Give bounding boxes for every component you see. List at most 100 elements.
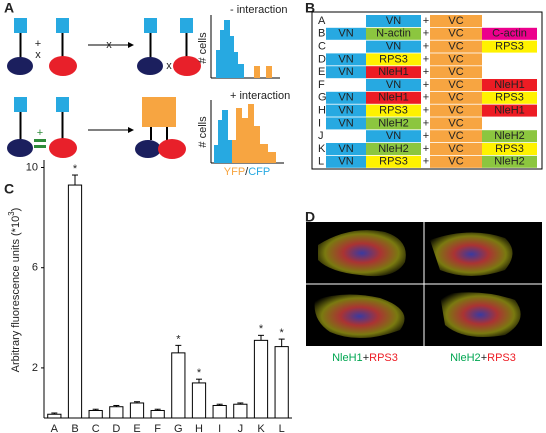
construct-label: NleH2 <box>378 117 409 129</box>
construct-label: VC <box>448 66 463 78</box>
row-label: C <box>318 41 326 53</box>
construct-label: VN <box>338 143 353 155</box>
construct-label: VN <box>338 53 353 65</box>
construct-cell <box>326 91 366 104</box>
plus-sign: + <box>423 117 429 129</box>
plus-sign: + <box>423 105 429 117</box>
panel-label: C <box>4 181 14 197</box>
construct-label: NleH2 <box>378 143 409 155</box>
construct-cell <box>366 143 421 155</box>
construct-cell <box>326 155 366 168</box>
row-label: A <box>318 15 326 27</box>
bar <box>129 402 145 419</box>
micrographs <box>306 222 542 346</box>
plus-sign: + <box>423 53 429 65</box>
construct-label: VC <box>448 156 463 168</box>
panel-label: B <box>305 0 315 16</box>
construct-label: NleH1 <box>494 79 525 91</box>
construct-cell <box>430 79 482 91</box>
y-label: # cells <box>197 32 209 64</box>
plus-sign: + <box>423 66 429 78</box>
x-tick-label: B <box>71 423 78 433</box>
construct-label: VC <box>448 105 463 117</box>
plus-sign: + <box>423 28 429 40</box>
construct-cell <box>366 53 421 66</box>
construct-label: NleH2 <box>494 156 525 168</box>
row-label: J <box>318 130 324 142</box>
construct-label: VN <box>386 130 401 142</box>
bar <box>212 404 227 419</box>
construct-cell <box>430 40 482 53</box>
construct-cell <box>366 91 421 104</box>
bar <box>67 184 83 419</box>
construct-label: NleH1 <box>378 66 409 78</box>
construct-cell <box>366 104 421 117</box>
construct-cell <box>366 66 421 79</box>
bar <box>109 406 124 419</box>
construct-cell <box>482 79 537 91</box>
construct-label: RPS3 <box>495 143 524 155</box>
panel-label: A <box>4 0 14 16</box>
construct-cell <box>366 79 421 91</box>
construct-cell <box>366 117 421 130</box>
significance: * <box>176 333 181 345</box>
construct-label: VC <box>448 117 463 129</box>
construct-cell <box>326 66 366 79</box>
x-tick-label: A <box>51 423 59 433</box>
construct-label: VC <box>448 79 463 91</box>
y-tick-label: 10 <box>26 161 38 173</box>
construct-label: VN <box>338 117 353 129</box>
plus-sign: + <box>423 15 429 27</box>
x-tick-label: C <box>92 423 100 433</box>
construct-cell <box>430 104 482 117</box>
bar <box>150 409 165 419</box>
x-tick-label: L <box>279 423 285 433</box>
construct-label: VN <box>338 92 353 104</box>
construct-label: VN <box>338 28 353 40</box>
schematic <box>7 15 284 164</box>
plus-sign: + <box>423 41 429 53</box>
plus-sign: + <box>35 38 41 50</box>
construct-cell <box>482 91 537 104</box>
y-label: # cells <box>197 116 209 148</box>
row-label: L <box>318 156 324 168</box>
construct-cell <box>482 155 537 168</box>
construct-label: VN <box>338 156 353 168</box>
construct-cell <box>430 130 482 143</box>
stain-label: NleH1+RPS3 <box>332 352 398 364</box>
row-label: D <box>318 53 326 65</box>
cross: x <box>35 49 41 61</box>
construct-cell <box>430 143 482 155</box>
construct-label: VC <box>448 15 463 27</box>
construct-label: NleH2 <box>494 130 525 142</box>
construct-cell <box>482 40 537 53</box>
construct-cell <box>366 15 421 27</box>
bar <box>191 382 207 419</box>
plus-sign: + <box>37 127 43 139</box>
construct-label: N-actin <box>376 28 411 40</box>
bar-chart: Arbitrary fluorescence units (*103) 2 6 10… <box>7 160 292 433</box>
x-tick-label: K <box>257 423 265 433</box>
construct-label: VC <box>448 143 463 155</box>
construct-label: VN <box>386 79 401 91</box>
stain-label: NleH2+RPS3 <box>450 352 516 364</box>
construct-label: VN <box>386 15 401 27</box>
x-tick-label: H <box>195 423 203 433</box>
x-tick-label: J <box>238 423 244 433</box>
significance: * <box>73 163 78 175</box>
construct-label: VN <box>338 105 353 117</box>
construct-label: RPS3 <box>495 41 524 53</box>
row-label: G <box>318 92 327 104</box>
bar <box>253 339 269 419</box>
construct-cell <box>482 27 537 40</box>
construct-cell <box>326 117 366 130</box>
construct-label: VC <box>448 53 463 65</box>
condition-label: + interaction <box>230 90 290 102</box>
y-tick-label: 2 <box>32 362 38 374</box>
construct-label: RPS3 <box>495 92 524 104</box>
y-tick-label: 6 <box>32 262 38 274</box>
construct-label: VC <box>448 28 463 40</box>
row-label: H <box>318 105 326 117</box>
bar <box>274 346 289 419</box>
